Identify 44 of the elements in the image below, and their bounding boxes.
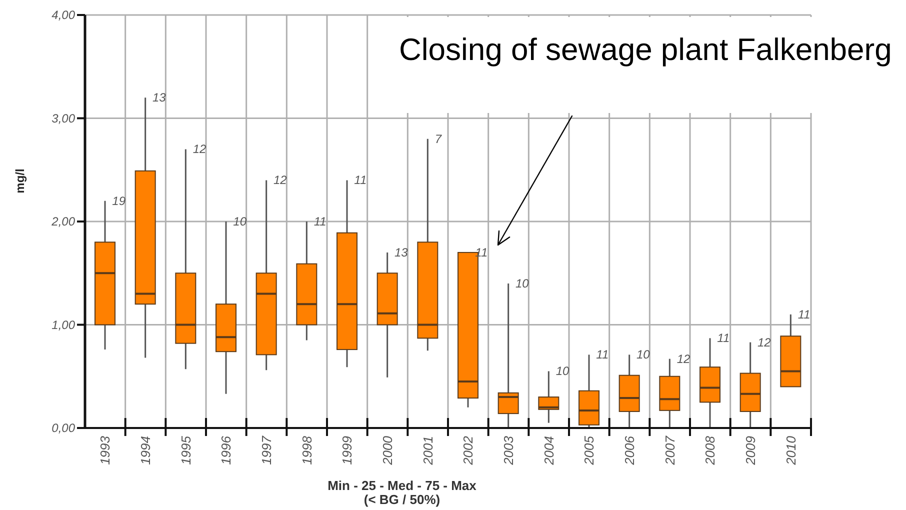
- annotation: 12: [676, 352, 691, 366]
- annotation: 11: [798, 307, 810, 322]
- annotation: Closing of sewage plant Falkenberg: [399, 32, 892, 67]
- annotation: 11: [596, 348, 609, 362]
- x-tick-label: 2009: [743, 436, 758, 466]
- annotation: 11: [717, 331, 730, 346]
- x-axis-title: Min - 25 - Med - 75 - Max (< BG / 50%): [328, 478, 478, 507]
- x-tick-label: 2005: [582, 435, 597, 466]
- y-axis-title: mg/l: [13, 168, 27, 194]
- annotation: 12: [274, 173, 288, 188]
- annotation: 10: [516, 276, 530, 290]
- x-tick-label: 1995: [178, 435, 194, 465]
- x-tick-label: 2010: [783, 435, 798, 466]
- x-tick-label: 1993: [98, 435, 113, 465]
- annotation: 13: [152, 90, 166, 105]
- x-tick-label: 2000: [380, 435, 395, 466]
- annotation: 12: [758, 335, 772, 350]
- x-tick-label: 1996: [218, 435, 234, 465]
- y-tick-label: 1,00: [52, 318, 76, 332]
- x-tick-label: 1999: [340, 436, 355, 465]
- annotation: 12: [192, 142, 207, 156]
- x-tick-label: 1998: [299, 435, 314, 465]
- annotation: 19: [112, 194, 126, 208]
- y-tick-label: 0,00: [52, 421, 76, 435]
- x-tick-label: 2004: [541, 436, 556, 466]
- y-tick-label: 3,00: [52, 111, 76, 126]
- annotation: 10: [556, 364, 570, 378]
- x-tick-label: 2007: [662, 435, 678, 466]
- y-tick-label: 2,00: [50, 214, 76, 228]
- annotation: 10: [233, 214, 247, 228]
- x-tick-label: 2003: [501, 435, 516, 466]
- x-tick-label: 2008: [702, 435, 718, 466]
- x-tick-label: 2006: [622, 435, 637, 466]
- annotation: 10: [636, 348, 650, 362]
- annotation: 13: [394, 245, 408, 260]
- x-tick-label: 2002: [460, 435, 476, 466]
- x-tick-label: 1994: [138, 436, 153, 465]
- x-tick-label: 2001: [420, 436, 436, 466]
- annotation: 11: [354, 173, 367, 188]
- x-tick-label: 1997: [259, 435, 274, 465]
- y-tick-label: 4,00: [52, 8, 76, 22]
- annotation: 7: [434, 132, 443, 146]
- annotation: 11: [475, 245, 488, 260]
- annotation: 11: [314, 214, 326, 228]
